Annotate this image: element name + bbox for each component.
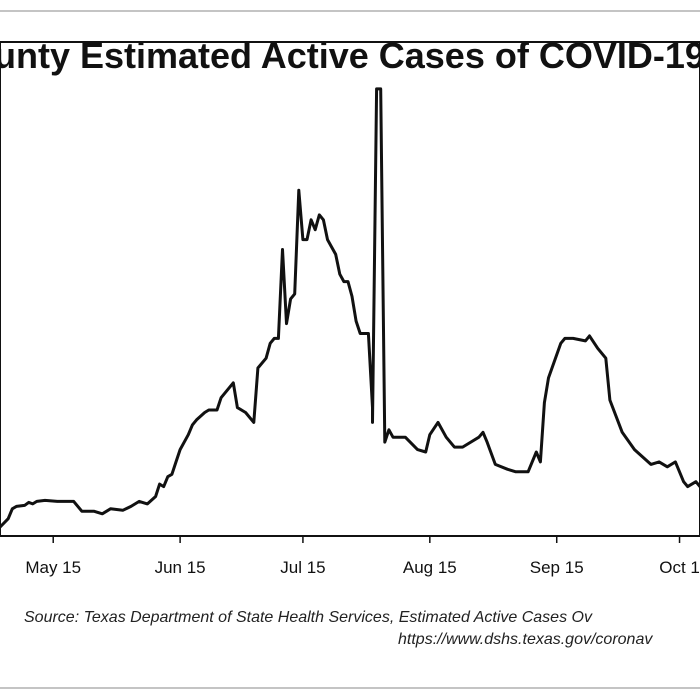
- x-tick-label: May 15: [25, 558, 81, 577]
- x-tick-label: Jul 15: [280, 558, 325, 577]
- series-line: [0, 87, 700, 529]
- source-line-1: Source: Texas Department of State Health…: [24, 609, 593, 626]
- x-tick-label: Sep 15: [530, 558, 584, 577]
- x-tick-label: Aug 15: [403, 558, 457, 577]
- series-layer: [0, 87, 700, 529]
- x-tick-label: Jun 15: [155, 558, 206, 577]
- x-tick-label: Oct 1: [659, 558, 700, 577]
- source-line-2: https://www.dshs.texas.gov/coronav: [398, 631, 653, 648]
- x-axis: May 15 Jun 15 Jul 15 Aug 15 Sep 15 Oct 1: [25, 536, 700, 577]
- plot-frame: [0, 41, 700, 537]
